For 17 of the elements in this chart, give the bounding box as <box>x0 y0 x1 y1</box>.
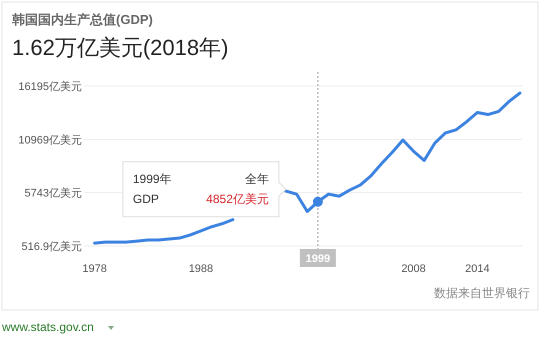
chart-title: 韩国国内生产总值(GDP) <box>11 12 153 27</box>
x-tick-label: 1978 <box>82 263 107 275</box>
x-tick-label: 2008 <box>401 263 426 275</box>
annotation: GDP <box>132 192 159 206</box>
ref-line-label: 1999 <box>306 253 330 265</box>
x-tick-label: 1988 <box>188 263 214 275</box>
y-tick-label: 5743亿美元 <box>24 186 82 200</box>
annotation: 4852亿美元 <box>206 192 269 206</box>
text: 数据来自世界银行 <box>434 286 530 300</box>
annotation: 1999年 <box>132 172 172 186</box>
text: www.stats.gov.cn <box>1 320 94 334</box>
annotation: 全年 <box>244 172 269 186</box>
y-tick-label: 16195亿美元 <box>18 80 82 93</box>
chart-subtitle: 1.62万亿美元(2018年) <box>12 35 228 60</box>
y-tick-label: 10969亿美元 <box>18 133 82 146</box>
y-tick-label: 516.9亿美元 <box>21 240 82 253</box>
x-tick-label: 2014 <box>465 263 490 275</box>
